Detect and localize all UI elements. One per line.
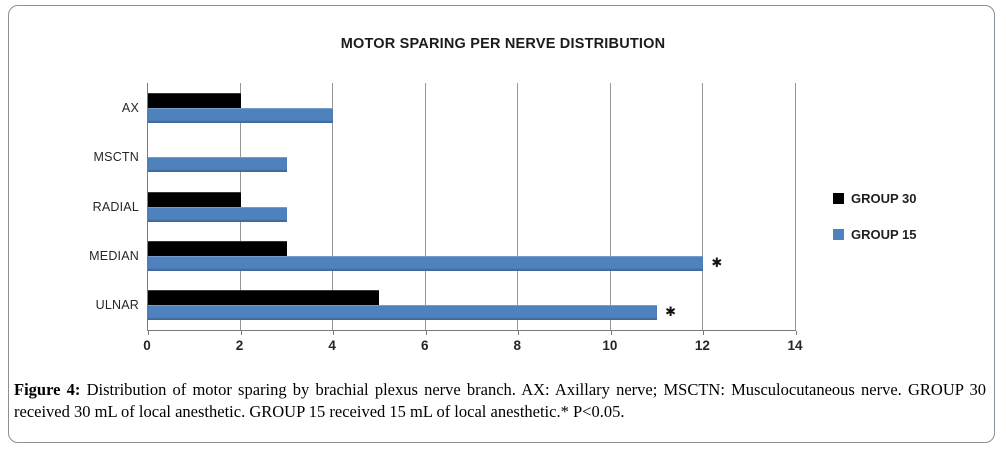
bar-ulnar-group-30 — [148, 290, 380, 306]
bar-line — [148, 107, 796, 123]
gridline-x-6 — [424, 83, 426, 330]
x-axis-tick-label-8: 8 — [513, 338, 522, 353]
bar-ulnar-group-15 — [148, 305, 658, 321]
y-axis-label-median: MEDIAN — [89, 248, 139, 263]
x-axis-tick-label-0: 0 — [143, 338, 151, 353]
tick-mark-x-10 — [610, 331, 612, 335]
x-axis-tick-label-14: 14 — [787, 338, 803, 353]
bar-ax-group-30 — [148, 92, 241, 108]
x-axis-tick-label-6: 6 — [420, 338, 429, 353]
y-axis-label-radial: RADIAL — [92, 199, 139, 214]
bar-line: ✱ — [148, 305, 796, 321]
x-axis-tick-label-10: 10 — [602, 338, 618, 353]
gridline-x-10 — [609, 83, 611, 330]
tick-mark-x-0 — [148, 331, 149, 335]
bar-radial-group-15 — [148, 206, 287, 222]
category-row-msctn — [148, 132, 796, 181]
bar-ax-group-15 — [148, 107, 334, 123]
category-row-median: ✱ — [148, 231, 796, 280]
category-row-ax — [148, 83, 796, 132]
bar-line — [148, 157, 796, 173]
figure-caption-text: Distribution of motor sparing by brachia… — [14, 380, 986, 421]
x-axis-tick-label-4: 4 — [328, 338, 336, 353]
category-row-ulnar: ✱ — [148, 281, 796, 330]
category-row-radial — [148, 182, 796, 231]
y-axis-label-ax: AX — [121, 100, 139, 115]
legend-item-group-30: GROUP 30 — [833, 191, 917, 206]
gridline-x-12 — [702, 83, 704, 330]
bar-median-group-30 — [148, 240, 287, 256]
tick-mark-x-6 — [425, 331, 427, 335]
bar-rows: ✱ ✱ — [148, 83, 796, 330]
x-axis-tick-label-2: 2 — [235, 338, 244, 353]
gridline-x-4 — [332, 83, 334, 330]
tick-mark-x-4 — [333, 331, 335, 335]
bar-msctn-group-15 — [148, 157, 287, 173]
legend-label: GROUP 30 — [851, 191, 917, 206]
legend-label: GROUP 15 — [851, 227, 917, 242]
x-axis-tick-label-12: 12 — [694, 338, 710, 353]
figure-caption-label: Figure 4: — [14, 380, 81, 399]
plot-area: ✱ ✱ — [147, 83, 797, 335]
tick-mark-x-8 — [518, 331, 520, 335]
significance-star-median: ✱ — [711, 255, 723, 271]
bar-line — [148, 142, 796, 157]
figure-caption: Figure 4: Distribution of motor sparing … — [14, 379, 986, 422]
legend-swatch — [833, 193, 844, 204]
y-axis-label-msctn: MSCTN — [93, 150, 139, 165]
bar-line — [148, 206, 796, 222]
significance-star-ulnar: ✱ — [665, 305, 677, 321]
legend-swatch — [833, 229, 844, 240]
bar-median-group-15 — [148, 255, 704, 271]
bar-line — [148, 191, 796, 207]
legend-item-group-15: GROUP 15 — [833, 227, 917, 242]
tick-mark-x-12 — [703, 331, 705, 335]
tick-mark-x-14 — [796, 331, 797, 335]
legend: GROUP 30 GROUP 15 — [833, 191, 917, 242]
y-axis-labels: AX MSCTN RADIAL MEDIAN ULNAR — [0, 83, 139, 330]
bar-radial-group-30 — [148, 191, 241, 207]
bar-line — [148, 290, 796, 306]
x-axis: 0 2 4 6 8 10 12 14 — [143, 338, 802, 360]
bar-line — [148, 92, 796, 108]
bar-line: ✱ — [148, 255, 796, 271]
bar-line — [148, 240, 796, 256]
gridline-x-8 — [517, 83, 519, 330]
gridline-x-14 — [795, 83, 796, 330]
chart-title: MOTOR SPARING PER NERVE DISTRIBUTION — [340, 36, 666, 52]
tick-mark-x-2 — [240, 331, 242, 335]
y-axis-label-ulnar: ULNAR — [95, 298, 139, 313]
